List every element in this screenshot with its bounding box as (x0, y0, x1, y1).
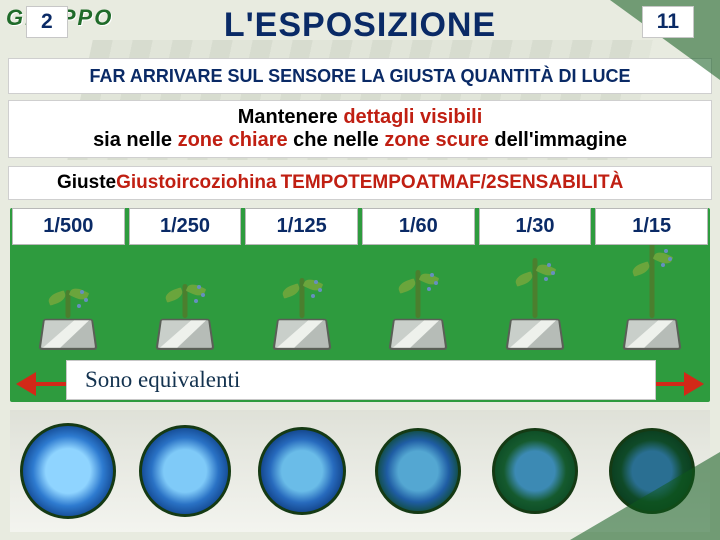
detail-mid2: che nelle (288, 129, 385, 151)
shutter-cell: 1/15 (595, 208, 708, 245)
subtitle-band: FAR ARRIVARE SUL SENSORE LA GIUSTA QUANT… (8, 58, 712, 94)
sprout-icon (617, 316, 687, 350)
shutter-cell: 1/250 (129, 208, 242, 245)
detail-mid1: sia nelle (93, 129, 178, 151)
aperture-cell (360, 410, 477, 532)
combo-right: TEMPOTEMPOATMAF/2SENSABILITÀ (281, 172, 624, 194)
combo-t1: TEMPO (281, 172, 349, 193)
sprout-icon (267, 316, 337, 350)
aperture-row (10, 410, 710, 532)
title-text: L'ESPOSIZIONE (0, 6, 720, 45)
aperture-cell (10, 410, 127, 532)
sprout-row (10, 248, 710, 358)
sprout-cell (243, 248, 360, 358)
shutter-cell: 1/60 (362, 208, 475, 245)
detail-text: Mantenere dettagli visibili sia nelle zo… (93, 106, 627, 152)
combo-t2: TEMPOATMAF/2SENS (348, 172, 548, 193)
sprout-cell (10, 248, 127, 358)
combo-lead: Giuste (57, 172, 116, 194)
aperture-icon (139, 425, 231, 517)
equivalence-band: Sono equivalenti (66, 360, 656, 400)
detail-suffix: dell'immagine (489, 129, 627, 151)
shutter-row: 1/5001/2501/1251/601/301/15 (10, 206, 710, 247)
combo-band: Giuste Giustoircoziohina TEMPOTEMPOATMAF… (8, 166, 712, 200)
sprout-cell (593, 248, 710, 358)
arrow-head-left-icon (16, 372, 36, 396)
shutter-cell: 1/30 (479, 208, 592, 245)
aperture-icon (492, 428, 578, 514)
aperture-icon (258, 427, 346, 515)
sprout-cell (360, 248, 477, 358)
detail-band: Mantenere dettagli visibili sia nelle zo… (8, 100, 712, 158)
detail-hl1: dettagli visibili (343, 106, 482, 128)
arrow-head-right-icon (684, 372, 704, 396)
shutter-cell: 1/500 (12, 208, 125, 245)
sprout-cell (477, 248, 594, 358)
aperture-cell (477, 410, 594, 532)
detail-prefix: Mantenere (238, 106, 344, 128)
page-title: L'ESPOSIZIONE (0, 6, 720, 45)
detail-hl3: zone scure (384, 129, 488, 151)
combo-t3: ABILITÀ (548, 172, 623, 193)
aperture-icon (375, 428, 461, 514)
sprout-icon (150, 316, 220, 350)
shutter-cell: 1/125 (245, 208, 358, 245)
detail-hl2: zone chiare (178, 129, 288, 151)
sprout-icon (383, 316, 453, 350)
arrow-label-right: 11 (642, 6, 694, 38)
combo-garble: Giustoircoziohina (116, 172, 276, 194)
sprout-cell (127, 248, 244, 358)
aperture-icon (20, 423, 116, 519)
aperture-cell (243, 410, 360, 532)
aperture-cell (127, 410, 244, 532)
sprout-icon (33, 316, 103, 350)
sprout-icon (500, 316, 570, 350)
equivalence-text: Sono equivalenti (85, 367, 240, 393)
arrow-label-left: 2 (26, 6, 68, 38)
subtitle-text: FAR ARRIVARE SUL SENSORE LA GIUSTA QUANT… (89, 66, 630, 87)
